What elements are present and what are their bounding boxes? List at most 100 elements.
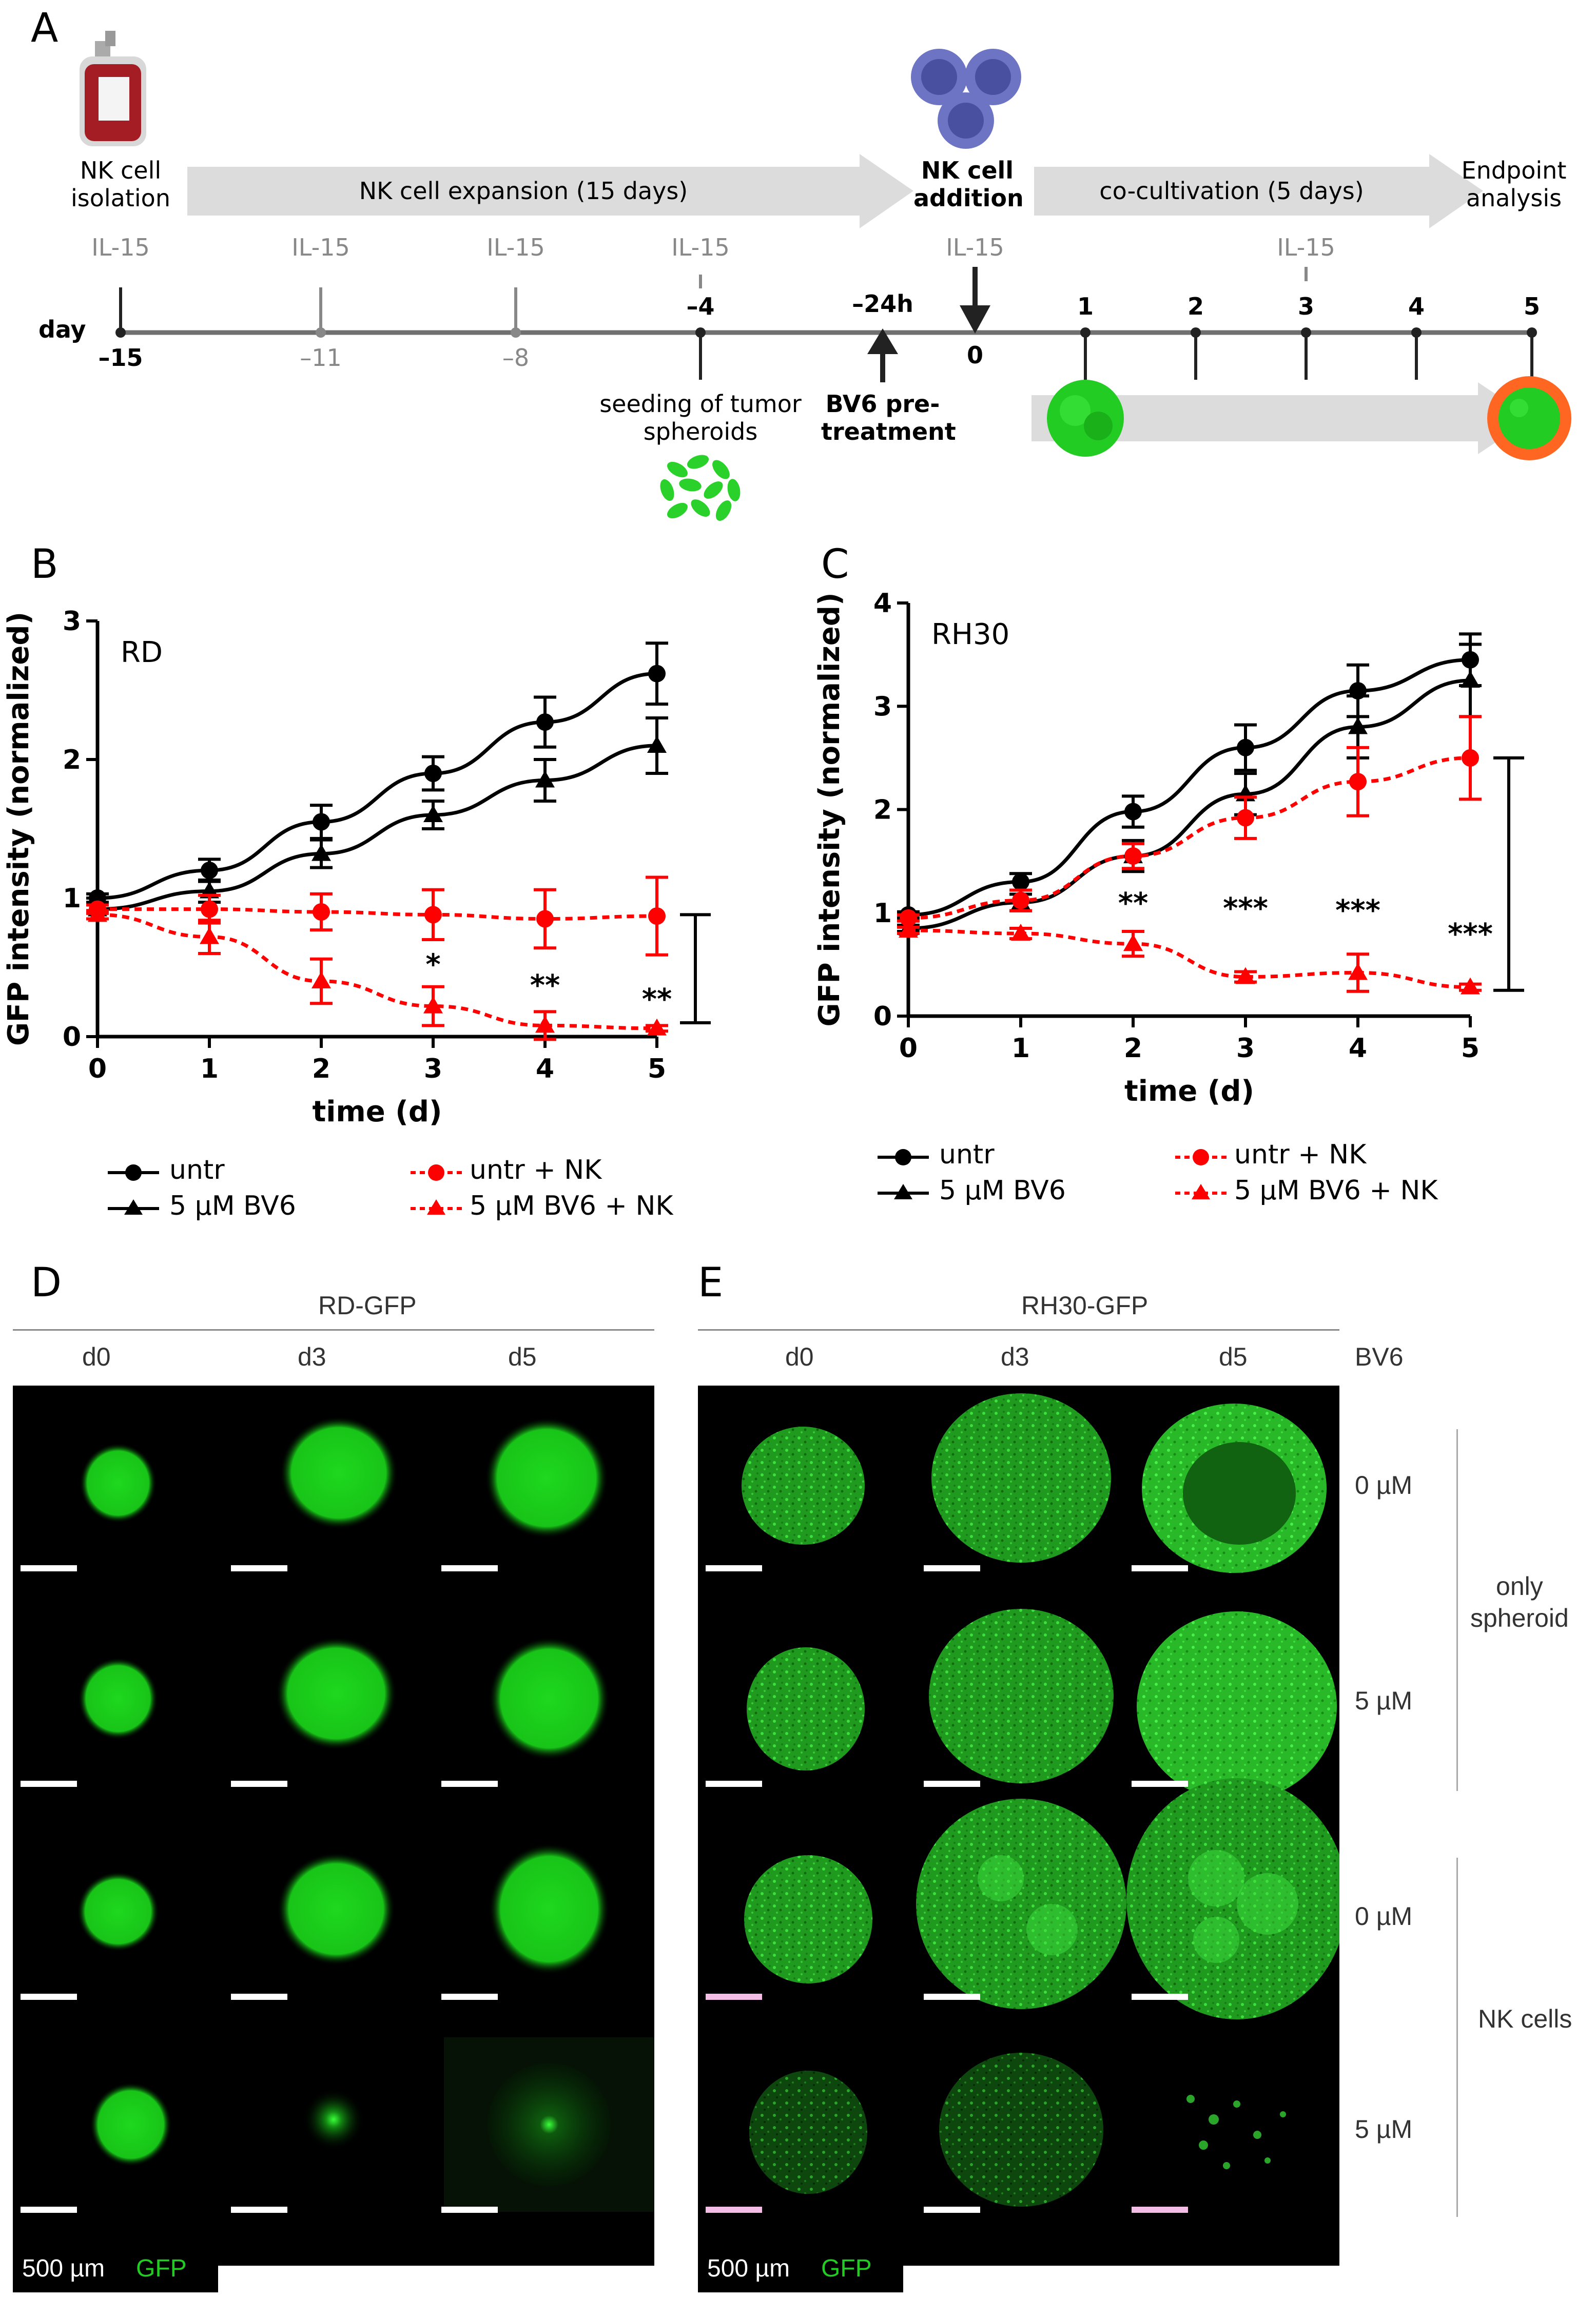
panel-d-divider [13, 1329, 654, 1331]
data-point [535, 1016, 555, 1033]
addition-label: NK cell addition [913, 157, 1024, 212]
tick-label: –24h [852, 290, 913, 318]
x-tick-label: 2 [312, 1054, 330, 1084]
data-point [1124, 803, 1142, 821]
significance-label: *** [1448, 918, 1493, 951]
legend-bv6-nk: 5 µM BV6 + NK [470, 1191, 673, 1221]
panel-e-divider [698, 1329, 1339, 1331]
data-point [424, 765, 442, 782]
group-label-only-spheroid: only spheroid [1470, 1572, 1569, 1632]
data-point [1123, 934, 1143, 951]
seeding-label: seeding of tumor spheroids [599, 390, 802, 445]
column-header-d5: d5 [1219, 1342, 1248, 1371]
tick-label: –11 [300, 344, 342, 372]
significance-label: ** [530, 969, 560, 1002]
y-tick-label: 0 [873, 1001, 892, 1032]
x-tick-label: 5 [648, 1054, 666, 1084]
panel-label-b: B [31, 541, 59, 588]
x-tick-label: 1 [200, 1054, 219, 1084]
chart-title: RH30 [931, 618, 1009, 651]
x-tick-label: 0 [88, 1054, 107, 1084]
legend-bv6: 5 µM BV6 [169, 1191, 296, 1221]
series-line [908, 678, 1471, 930]
x-tick-label: 4 [1349, 1033, 1367, 1064]
x-tick-label: 4 [536, 1054, 554, 1084]
data-point [900, 909, 917, 927]
data-point [1348, 717, 1368, 734]
column-header-d3: d3 [298, 1342, 326, 1371]
bv6-arrow [867, 328, 898, 382]
group-bracket-nk [1456, 1858, 1458, 2217]
timeline-graphic [80, 31, 1571, 529]
data-point [424, 906, 442, 924]
spheroid-growth-arrow [1031, 376, 1571, 460]
group-bracket-spheroid [1456, 1429, 1458, 1791]
data-point [648, 665, 666, 683]
significance-label: ** [1118, 887, 1149, 920]
data-point [1461, 670, 1480, 688]
data-point [1461, 977, 1480, 995]
scalebar-label-d: 500 µm GFP [13, 2245, 218, 2292]
il15-label: IL-15 [486, 233, 545, 261]
data-point [88, 905, 107, 922]
rh30-gfp-title: RH30-GFP [1021, 1291, 1149, 1320]
data-point [1237, 809, 1254, 827]
row-label-bv6: 0 µM [1355, 1902, 1413, 1931]
column-header-d0: d0 [785, 1342, 814, 1371]
tick-label: –4 [686, 293, 715, 320]
column-header-d0: d0 [82, 1342, 111, 1371]
scalebar-label-e: 500 µm GFP [698, 2245, 903, 2292]
panel-label-d: D [31, 1260, 62, 1306]
data-point [1012, 891, 1029, 909]
data-point [312, 971, 331, 988]
isolation-label: NK cell isolation [71, 157, 170, 212]
rd-gfp-micrograph-grid [13, 1386, 654, 2266]
column-header-d5: d5 [508, 1342, 537, 1371]
x-axis-label: time (d) [312, 1095, 442, 1128]
legend-untr-nk: untr + NK [1234, 1139, 1367, 1170]
series-line [97, 672, 657, 900]
x-tick-label: 3 [424, 1054, 442, 1084]
series-line [908, 756, 1471, 920]
data-point [648, 907, 666, 925]
rd-gfp-title: RD-GFP [318, 1291, 417, 1320]
data-point [313, 813, 330, 831]
chart-panel-b: 0 1 2 3 0 1 2 3 4 5 time (d) GFP intensity (normali… [2, 606, 711, 1128]
data-point [201, 900, 218, 918]
data-point [423, 996, 443, 1014]
group-label-nk-cells: NK cells [1478, 2004, 1572, 2033]
data-point [201, 862, 218, 879]
legend-untr: untr [169, 1155, 225, 1185]
il15-label: IL-15 [91, 233, 150, 261]
day-label: day [38, 316, 86, 343]
row-label-bv6: 0 µM [1355, 1471, 1413, 1500]
data-point [1462, 749, 1479, 767]
expansion-label: NK cell expansion (15 days) [359, 177, 688, 205]
panel-label-a: A [31, 5, 59, 51]
il15-label: IL-15 [946, 233, 1004, 261]
x-tick-label: 1 [1011, 1033, 1030, 1064]
data-point [647, 736, 667, 753]
data-point [647, 1018, 667, 1036]
cocultivation-label: co-cultivation (5 days) [1099, 177, 1364, 205]
data-point [1012, 873, 1029, 891]
endpoint-label: Endpoint analysis [1461, 157, 1567, 212]
il15-label: IL-15 [1277, 233, 1335, 261]
tick-label: 2 [1187, 293, 1204, 320]
series-line [97, 744, 657, 911]
y-axis-label: GFP intensity (normalized) [813, 592, 846, 1026]
data-point [1349, 773, 1367, 791]
significance-label: * [425, 948, 440, 982]
il15-label: IL-15 [291, 233, 350, 261]
nk-cells-icon [911, 49, 1021, 149]
tick-label: 0 [966, 341, 983, 369]
y-tick-label: 3 [873, 691, 892, 722]
chart-title: RD [121, 636, 163, 669]
data-point [535, 770, 555, 788]
x-tick-label: 2 [1124, 1033, 1142, 1064]
tick-label: 1 [1077, 293, 1094, 320]
tick-label: 3 [1297, 293, 1314, 320]
y-tick-label: 1 [63, 883, 81, 914]
data-point [312, 844, 331, 861]
data-point [313, 903, 330, 921]
